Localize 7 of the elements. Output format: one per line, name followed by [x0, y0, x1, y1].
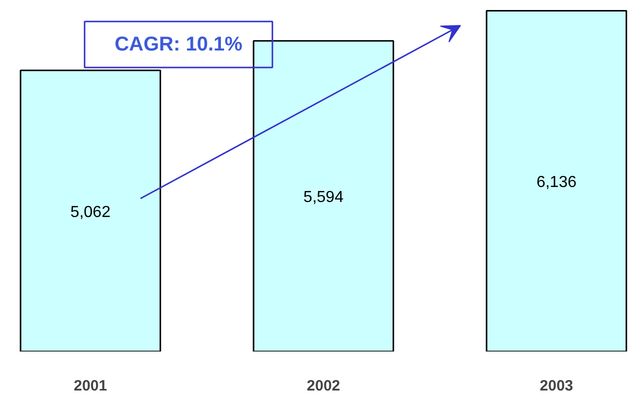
- data-label: 5,594: [303, 189, 344, 206]
- x-tick-label: 2003: [540, 378, 574, 394]
- annotation: CAGR: 10.1%: [114, 34, 243, 56]
- data-label: 6,136: [536, 174, 577, 192]
- x-tick-label: 2002: [306, 378, 340, 394]
- data-label: 5,062: [70, 204, 111, 221]
- x-tick-label: 2001: [74, 378, 108, 394]
